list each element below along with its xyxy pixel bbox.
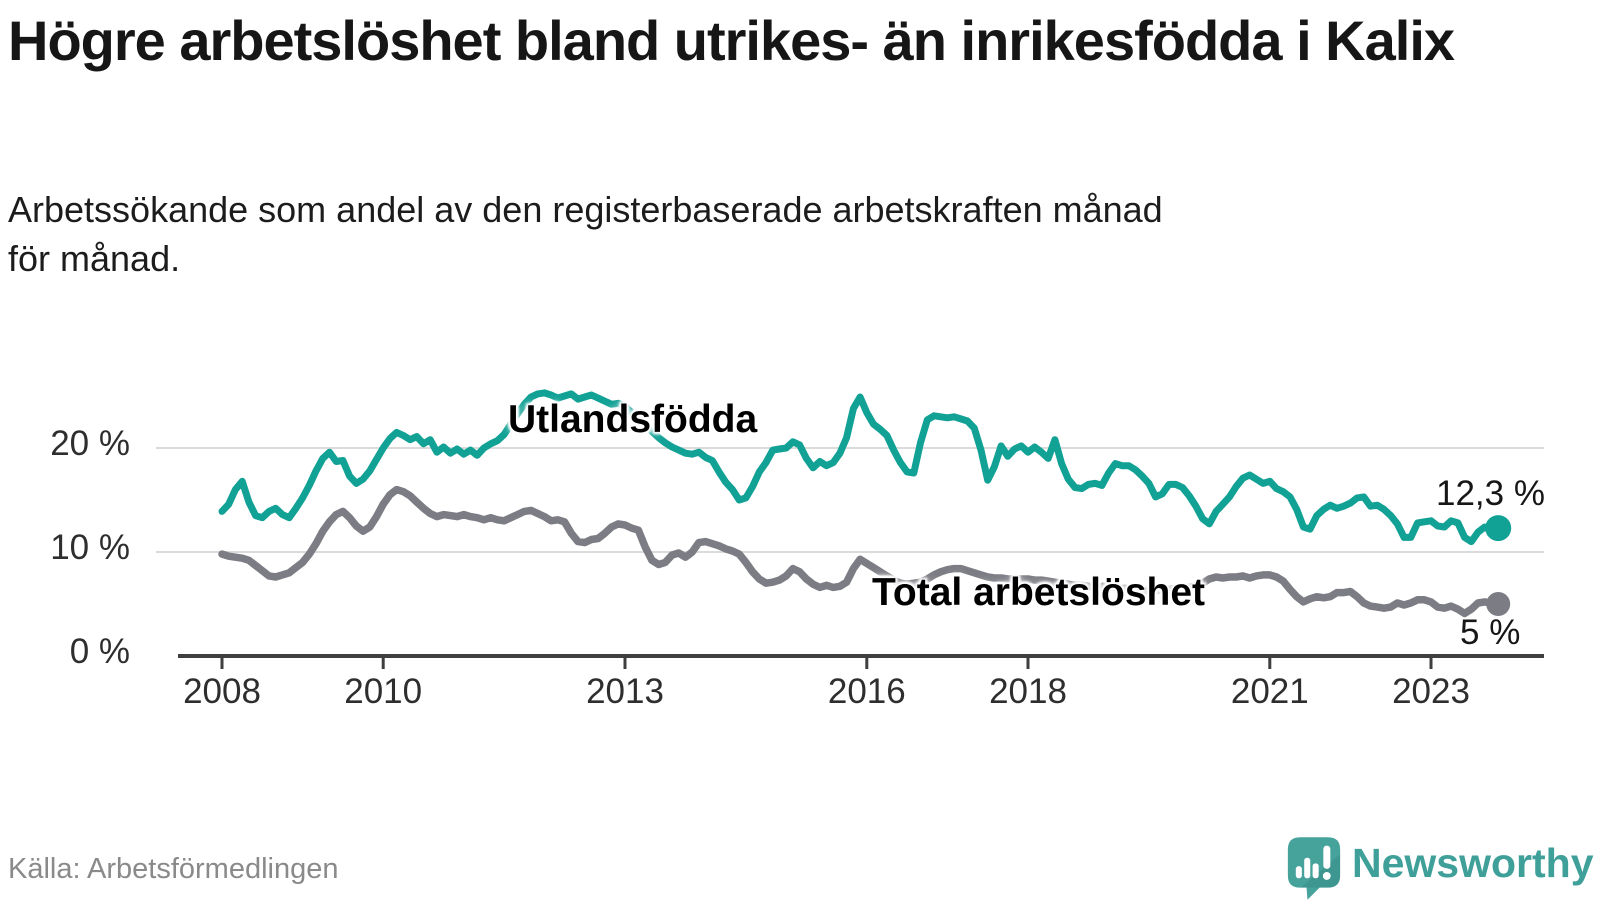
- chart-subtitle-line2: för månad.: [8, 237, 181, 279]
- y-axis-label-20: 20 %: [50, 424, 130, 463]
- x-axis-label-2023: 2023: [1392, 672, 1470, 711]
- end-value-utlandsfodda: 12,3 %: [1436, 474, 1545, 513]
- chart-subtitle: Arbetssökande som andel av den registerb…: [8, 186, 1553, 283]
- x-axis-label-2008: 2008: [183, 672, 261, 711]
- x-axis-label-2018: 2018: [989, 672, 1067, 711]
- x-axis-label-2021: 2021: [1230, 672, 1309, 711]
- source-note: Källa: Arbetsförmedlingen: [8, 853, 339, 885]
- series-label-utlandsfodda: Utlandsfödda: [508, 398, 758, 441]
- y-axis-label-10: 10 %: [50, 528, 130, 567]
- series-line-1: [218, 485, 1502, 618]
- newsworthy-wordmark: Newsworthy: [1352, 840, 1594, 886]
- end-value-total-arbetsloshet: 5 %: [1460, 613, 1521, 652]
- series-label-total-arbetsloshet: Total arbetslöshet: [872, 571, 1206, 614]
- chart-title: Högre arbetslöshet bland utrikes- än inr…: [8, 9, 1455, 72]
- y-axis-label-0: 0 %: [69, 632, 130, 671]
- newsworthy-speech-bubble-chart-icon: [1287, 837, 1341, 900]
- x-axis-label-2016: 2016: [827, 672, 906, 711]
- x-axis-label-2013: 2013: [586, 672, 664, 711]
- x-axis-label-2010: 2010: [344, 672, 423, 711]
- chart-subtitle-line1: Arbetssökande som andel av den registerb…: [8, 189, 1163, 230]
- series-line-0: [218, 389, 1502, 546]
- series-end-dot-1: [1486, 592, 1511, 616]
- series-end-dot-0: [1485, 515, 1512, 542]
